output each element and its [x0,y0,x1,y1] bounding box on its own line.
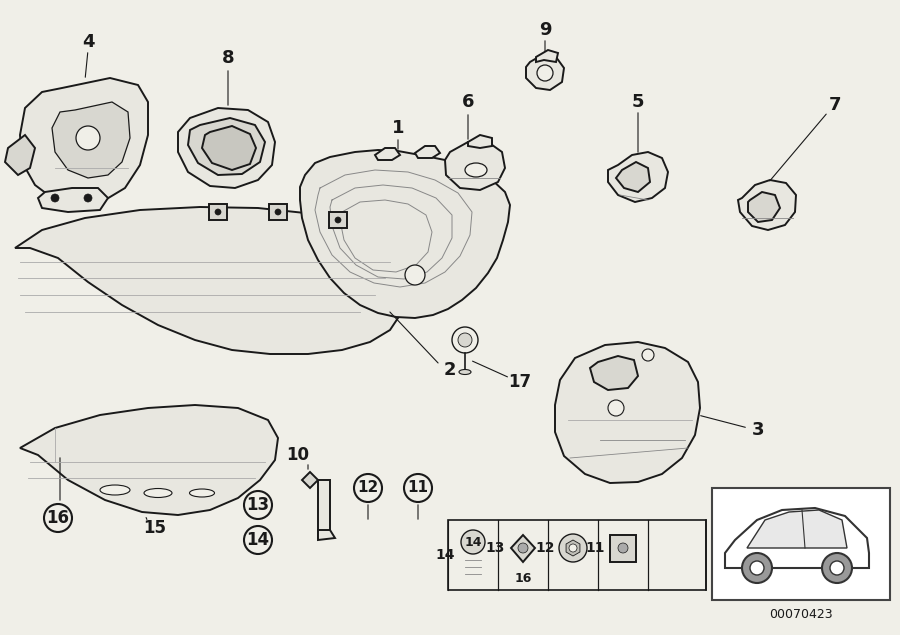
Polygon shape [209,204,227,220]
Text: 12: 12 [536,541,554,555]
Text: 11: 11 [585,541,605,555]
Text: 16: 16 [514,572,532,584]
Text: 00070423: 00070423 [770,608,832,622]
Circle shape [44,504,72,532]
Polygon shape [616,162,650,192]
Circle shape [559,534,587,562]
Polygon shape [52,102,130,178]
Circle shape [518,543,528,553]
Circle shape [537,65,553,81]
Text: 8: 8 [221,49,234,67]
Text: 12: 12 [357,481,379,495]
Text: 6: 6 [462,93,474,111]
Polygon shape [415,146,440,158]
Polygon shape [511,535,535,562]
Polygon shape [375,148,400,160]
Text: 11: 11 [408,481,428,495]
Text: 10: 10 [286,446,310,464]
Circle shape [461,530,485,554]
Polygon shape [445,142,505,190]
Polygon shape [526,55,564,90]
Polygon shape [747,510,847,548]
Circle shape [458,333,472,347]
Polygon shape [738,180,796,230]
Text: 5: 5 [632,93,644,111]
Ellipse shape [465,163,487,177]
Polygon shape [20,405,278,515]
Text: 3: 3 [752,421,764,439]
Circle shape [404,474,432,502]
Ellipse shape [459,370,471,375]
Polygon shape [536,50,558,62]
Circle shape [452,327,478,353]
Polygon shape [15,207,408,354]
Circle shape [244,491,272,519]
Circle shape [354,474,382,502]
Polygon shape [20,78,148,205]
Circle shape [642,349,654,361]
Circle shape [608,400,624,416]
Circle shape [405,265,425,285]
Text: 16: 16 [47,509,69,527]
Circle shape [51,194,59,202]
Polygon shape [5,135,35,175]
Polygon shape [590,356,638,390]
Text: 9: 9 [539,21,551,39]
Polygon shape [318,480,330,538]
Circle shape [275,209,281,215]
Polygon shape [329,212,347,228]
Polygon shape [725,508,869,568]
Polygon shape [38,188,108,212]
Circle shape [84,194,92,202]
Text: 14: 14 [436,548,454,562]
Text: 4: 4 [82,33,94,51]
Polygon shape [302,472,318,488]
Text: 13: 13 [485,541,505,555]
Polygon shape [555,342,700,483]
Text: 15: 15 [143,519,166,537]
Circle shape [569,544,577,552]
Text: 14: 14 [464,535,482,549]
Bar [448,520,706,590]
Circle shape [750,561,764,575]
Circle shape [76,126,100,150]
Polygon shape [178,108,275,188]
Circle shape [830,561,844,575]
Text: 2: 2 [444,361,456,379]
Polygon shape [269,204,287,220]
Circle shape [335,217,341,223]
Polygon shape [748,192,780,222]
Polygon shape [300,150,510,318]
Circle shape [742,553,772,583]
Text: 17: 17 [508,373,532,391]
Text: 1: 1 [392,119,404,137]
Circle shape [244,526,272,554]
Polygon shape [318,530,335,540]
Ellipse shape [190,489,214,497]
Polygon shape [610,535,636,562]
Text: 13: 13 [247,496,270,514]
Ellipse shape [144,488,172,497]
Circle shape [215,209,221,215]
Text: 7: 7 [829,96,842,114]
Circle shape [618,543,628,553]
Ellipse shape [100,485,130,495]
Polygon shape [468,135,492,148]
Circle shape [822,553,852,583]
Bar [712,488,890,600]
Polygon shape [608,152,668,202]
Polygon shape [202,126,256,170]
Text: 14: 14 [247,531,270,549]
Polygon shape [188,118,265,175]
